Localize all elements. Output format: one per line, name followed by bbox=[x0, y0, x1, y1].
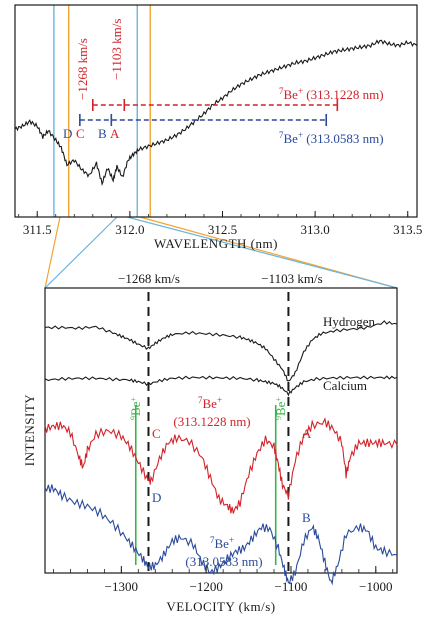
top-letter-a: A bbox=[110, 126, 120, 141]
blue-7be-spectrum-line bbox=[44, 484, 398, 586]
wavelength-tick-label: 313.5 bbox=[393, 222, 422, 237]
hydrogen-spectrum-line bbox=[44, 320, 398, 382]
red-7be-label: 7Be+ (313.1228 nm) bbox=[279, 86, 384, 102]
wavelength-tick-label: 312.5 bbox=[208, 222, 237, 237]
wavelength-scales bbox=[79, 99, 339, 126]
top-plot-frame bbox=[14, 4, 418, 218]
blue-7be-charge: + bbox=[298, 130, 303, 140]
velocity-spectra bbox=[44, 320, 398, 586]
wavelength-panel: 311.5 312.0 312.5 313.0 313.5 −1268 km/s −11… bbox=[14, 4, 422, 251]
vline-label-1103: −1103 km/s bbox=[261, 271, 322, 286]
top-letter-c: C bbox=[76, 126, 85, 141]
blue-bottom-7be-label: 7Be+ bbox=[210, 535, 234, 551]
connector-orange-left bbox=[44, 216, 61, 289]
red-7be-mass: 7 bbox=[279, 86, 284, 96]
wavelength-tick-label: 311.5 bbox=[23, 222, 52, 237]
bottom-letter-c: C bbox=[152, 426, 161, 441]
wavelength-ticks: 311.5 312.0 312.5 313.0 313.5 bbox=[18, 211, 422, 237]
velocity-tick-label: −1100 bbox=[275, 579, 308, 594]
red-velocity-label-1103: −1103 km/s bbox=[109, 19, 124, 80]
bottom-letter-a: A bbox=[302, 426, 312, 441]
red-7be-spectrum-line bbox=[44, 417, 398, 514]
blue-7be-label: 7Be+ (313.0583 nm) bbox=[279, 130, 384, 146]
red-bottom-7be-label: 7Be+ bbox=[198, 395, 222, 411]
red-7be-wavelength: (313.1228 nm) bbox=[303, 87, 384, 102]
green-9be-label-right: 9Be+ bbox=[273, 397, 288, 420]
calcium-spectrum-line bbox=[44, 375, 398, 397]
wavelength-axis-title: WAVELENGTH (nm) bbox=[154, 236, 278, 251]
blue-7be-element: Be bbox=[284, 131, 299, 146]
red-7be-element: Be bbox=[284, 87, 299, 102]
green-9be-label-left: 9Be+ bbox=[128, 397, 143, 420]
velocity-ticks: −1300 −1200 −1100 −1000 bbox=[53, 566, 394, 594]
blue-7be-wavelength: (313.0583 nm) bbox=[303, 131, 384, 146]
blue-bottom-wavelength-label: (313.0583 nm) bbox=[185, 554, 262, 569]
red-7be-charge: + bbox=[298, 86, 303, 96]
connector-cyan bbox=[44, 216, 118, 289]
velocity-tick-label: −1200 bbox=[189, 579, 222, 594]
bottom-letter-d: D bbox=[152, 490, 161, 505]
hydrogen-label: Hydrogen bbox=[323, 314, 375, 329]
wavelength-bands bbox=[53, 5, 151, 217]
wavelength-tick-label: 313.0 bbox=[300, 222, 329, 237]
velocity-axis-title: VELOCITY (km/s) bbox=[166, 599, 275, 614]
bottom-plot-frame bbox=[44, 287, 398, 574]
connector-cyan-right bbox=[126, 216, 398, 289]
velocity-panel: −1300 −1200 −1100 −1000 −1268 km/s −1103 km… bbox=[22, 271, 398, 614]
red-bottom-wavelength-label: (313.1228 nm) bbox=[173, 414, 250, 429]
top-letter-d: D bbox=[63, 126, 72, 141]
velocity-tick-label: −1300 bbox=[105, 579, 138, 594]
wavelength-spectrum-line bbox=[14, 39, 418, 187]
bottom-letter-b: B bbox=[302, 510, 311, 525]
zoom-connectors bbox=[44, 216, 398, 289]
red-velocity-label-1268: −1268 km/s bbox=[75, 38, 90, 100]
vline-label-1268: −1268 km/s bbox=[118, 271, 180, 286]
calcium-label: Calcium bbox=[323, 378, 367, 393]
intensity-axis-title: INTENSITY bbox=[22, 394, 37, 466]
wavelength-tick-label: 312.0 bbox=[115, 222, 144, 237]
velocity-tick-label: −1000 bbox=[359, 579, 392, 594]
top-letter-b: B bbox=[98, 126, 107, 141]
velocity-marker-lines bbox=[134, 292, 290, 573]
blue-7be-mass: 7 bbox=[279, 130, 284, 140]
